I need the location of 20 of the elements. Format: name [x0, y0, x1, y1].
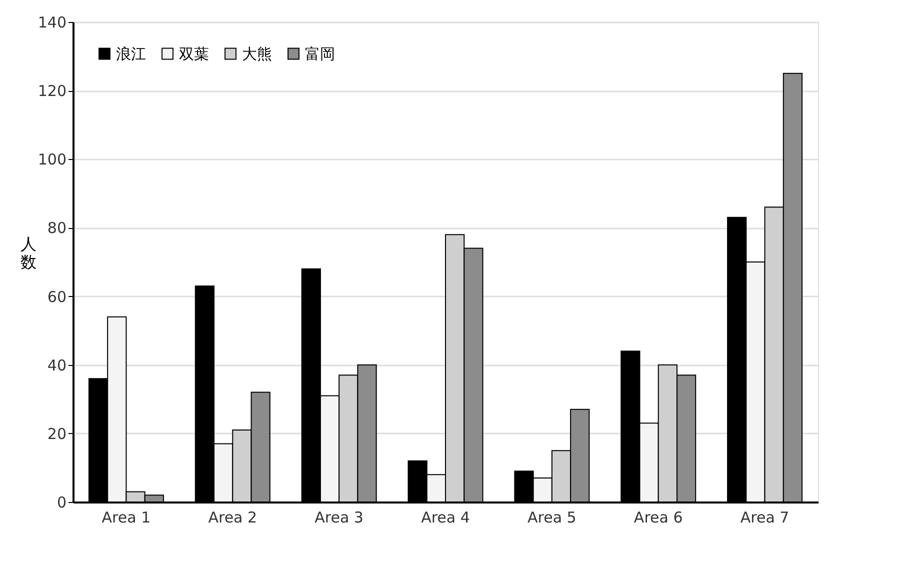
- x-tick-label: Area 6: [634, 508, 683, 526]
- x-tick-label: Area 1: [102, 508, 151, 526]
- y-tick-label: 60: [47, 288, 66, 306]
- y-tick-label: 80: [47, 219, 66, 238]
- y-axis-title: 人数: [20, 234, 36, 272]
- x-tick-label: Area 3: [314, 508, 364, 526]
- x-tick-label: Area 5: [528, 508, 576, 526]
- y-tick-label: 140: [38, 14, 66, 32]
- x-tick-label: Area 7: [740, 508, 790, 526]
- y-tick-label: 40: [47, 356, 66, 374]
- y-tick-label: 120: [38, 82, 66, 100]
- y-tick-label: 20: [47, 424, 66, 443]
- x-tick-label: Area 2: [208, 508, 258, 526]
- legend-label: 浪江: [116, 44, 146, 63]
- y-tick-label: 100: [38, 150, 66, 169]
- legend-label: 双葉: [179, 44, 209, 63]
- x-tick-label: Area 4: [421, 508, 470, 526]
- legend-label: 富岡: [305, 44, 335, 63]
- y-tick-label: 0: [56, 494, 66, 512]
- legend-label: 大熊: [242, 44, 272, 63]
